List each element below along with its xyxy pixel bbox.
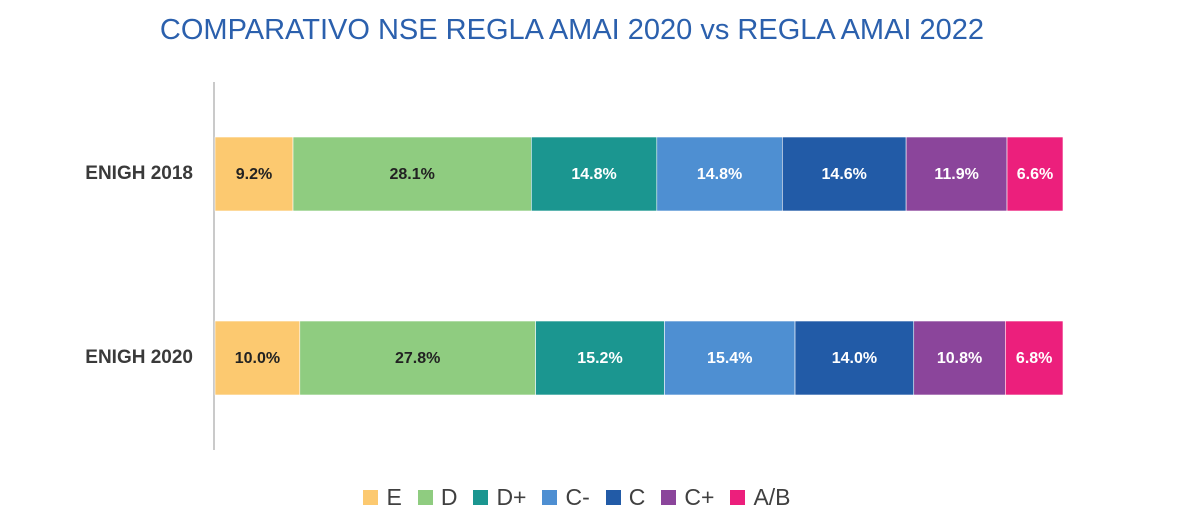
bar-segment xyxy=(905,136,1008,212)
data-label: 6.6% xyxy=(1017,166,1053,183)
data-label: 10.8% xyxy=(937,350,982,367)
legend-swatch xyxy=(417,490,433,505)
legend-swatch xyxy=(363,490,379,505)
legend-item: D xyxy=(417,484,458,511)
bar-segment xyxy=(656,136,783,212)
data-label: 27.8% xyxy=(395,350,440,367)
legend-swatch xyxy=(661,490,677,505)
legend-swatch xyxy=(473,490,489,505)
data-label: 15.4% xyxy=(707,350,752,367)
bar-segment xyxy=(1005,320,1064,396)
legend-label: A/B xyxy=(753,484,791,510)
legend-label: D+ xyxy=(496,484,527,510)
legend-item: D+ xyxy=(473,484,526,511)
data-label: 28.1% xyxy=(389,166,434,183)
bar-segment xyxy=(292,136,532,212)
category-label: ENIGH 2020 xyxy=(85,347,193,368)
bar-segment xyxy=(299,320,536,396)
bar-segment xyxy=(782,136,907,212)
bar-segment xyxy=(913,320,1006,396)
data-label: 6.8% xyxy=(1016,350,1052,367)
legend-label: E xyxy=(386,484,402,510)
legend-label: D xyxy=(440,484,458,510)
data-label: 9.2% xyxy=(236,166,272,183)
legend-label: C- xyxy=(565,484,590,510)
legend-label: C xyxy=(628,484,646,510)
data-label: 14.8% xyxy=(697,166,742,183)
legend-item: C- xyxy=(542,484,590,511)
category-label: ENIGH 2018 xyxy=(85,163,193,184)
bar-segment xyxy=(794,320,915,396)
legend-item: E xyxy=(363,484,402,511)
chart-title: COMPARATIVO NSE REGLA AMAI 2020 vs REGLA… xyxy=(159,14,985,46)
bar-segment xyxy=(664,320,796,396)
legend-item: C xyxy=(605,484,646,511)
bar-segment xyxy=(535,320,665,396)
data-label: 10.0% xyxy=(235,350,280,367)
data-label: 11.9% xyxy=(934,166,978,183)
bar-segment xyxy=(531,136,658,212)
legend-swatch xyxy=(730,490,746,505)
legend-swatch xyxy=(605,490,621,505)
legend-item: C+ xyxy=(661,484,714,511)
legend-item: A/B xyxy=(730,484,791,511)
bar-segment xyxy=(1006,136,1064,212)
legend-swatch xyxy=(542,490,558,505)
data-label: 14.8% xyxy=(571,166,616,183)
data-label: 14.6% xyxy=(822,166,867,183)
legend-label: C+ xyxy=(684,484,715,510)
data-label: 15.2% xyxy=(577,350,622,367)
bar-segment xyxy=(214,136,294,212)
chart-legend: E D D+ C- C C+ A/B xyxy=(0,484,1154,511)
data-label: 14.0% xyxy=(832,350,877,367)
